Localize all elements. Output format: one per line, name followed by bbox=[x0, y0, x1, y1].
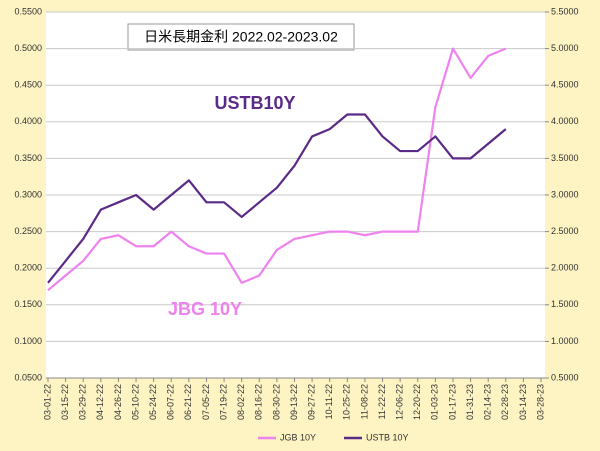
chart-title: 日米長期金利 2022.02-2023.02 bbox=[144, 29, 338, 45]
x-tick-label: 01-31-23 bbox=[465, 384, 475, 420]
x-tick-label: 02-14-23 bbox=[483, 384, 493, 420]
y-tick-label: 0.0500 bbox=[14, 372, 42, 382]
y-tick-label: 0.5000 bbox=[14, 43, 42, 53]
x-tick-label: 03-28-23 bbox=[535, 384, 545, 420]
x-tick-label: 12-20-22 bbox=[412, 384, 422, 420]
x-tick-label: 03-14-23 bbox=[518, 384, 528, 420]
y-tick-label: 0.2500 bbox=[14, 226, 42, 236]
x-tick-label: 10-11-22 bbox=[324, 384, 334, 419]
y2-tick-label: 2.0000 bbox=[551, 263, 579, 273]
x-tick-label: 06-07-22 bbox=[166, 384, 176, 420]
annotation: JBG 10Y bbox=[168, 299, 242, 319]
x-tick-label: 01-03-23 bbox=[430, 384, 440, 420]
x-tick-label: 07-19-22 bbox=[218, 384, 228, 420]
x-tick-label: 03-01-22 bbox=[42, 384, 52, 420]
x-tick-label: 03-29-22 bbox=[78, 384, 88, 420]
y-tick-label: 0.3500 bbox=[14, 153, 42, 163]
y2-tick-label: 3.0000 bbox=[551, 189, 579, 199]
x-tick-label: 11-22-22 bbox=[377, 384, 387, 419]
y2-tick-label: 3.5000 bbox=[551, 153, 579, 163]
y-tick-label: 0.2000 bbox=[14, 263, 42, 273]
y-tick-label: 0.4500 bbox=[14, 80, 42, 90]
y2-tick-label: 0.5000 bbox=[551, 372, 579, 382]
legend-label: USTB 10Y bbox=[366, 432, 409, 442]
series-line bbox=[47, 113, 507, 284]
y-tick-label: 0.1500 bbox=[14, 299, 42, 309]
y2-tick-label: 2.5000 bbox=[551, 226, 579, 236]
x-tick-label: 06-21-22 bbox=[183, 384, 193, 420]
legend-label: JGB 10Y bbox=[280, 432, 316, 442]
x-tick-label: 04-26-22 bbox=[113, 384, 123, 420]
x-tick-label: 02-28-23 bbox=[500, 384, 510, 420]
y2-tick-label: 5.0000 bbox=[551, 43, 579, 53]
x-tick-label: 01-17-23 bbox=[447, 384, 457, 420]
y2-tick-label: 1.5000 bbox=[551, 299, 579, 309]
y-tick-label: 0.1000 bbox=[14, 336, 42, 346]
annotation: USTB10Y bbox=[214, 93, 295, 113]
x-tick-label: 08-30-22 bbox=[271, 384, 281, 420]
title-box bbox=[127, 23, 355, 51]
x-tick-label: 09-13-22 bbox=[289, 384, 299, 420]
x-tick-label: 03-15-22 bbox=[60, 384, 70, 420]
y2-tick-label: 4.5000 bbox=[551, 80, 579, 90]
y-tick-label: 0.5500 bbox=[14, 6, 42, 16]
y2-tick-label: 4.0000 bbox=[551, 116, 579, 126]
y-tick-label: 0.3000 bbox=[14, 189, 42, 199]
x-tick-label: 04-12-22 bbox=[95, 384, 105, 420]
x-tick-label: 07-05-22 bbox=[201, 384, 211, 420]
x-tick-label: 10-25-22 bbox=[342, 384, 352, 420]
x-tick-label: 08-16-22 bbox=[254, 384, 264, 420]
x-tick-label: 09-27-22 bbox=[306, 384, 316, 420]
x-tick-label: 05-10-22 bbox=[130, 384, 140, 420]
x-tick-label: 11-08-22 bbox=[359, 384, 369, 419]
y2-tick-label: 5.5000 bbox=[551, 6, 579, 16]
x-tick-label: 05-24-22 bbox=[148, 384, 158, 420]
series-line bbox=[47, 47, 507, 292]
x-tick-label: 08-02-22 bbox=[236, 384, 246, 420]
y2-tick-label: 1.0000 bbox=[551, 336, 579, 346]
x-tick-label: 12-06-22 bbox=[395, 384, 405, 420]
y-tick-label: 0.4000 bbox=[14, 116, 42, 126]
